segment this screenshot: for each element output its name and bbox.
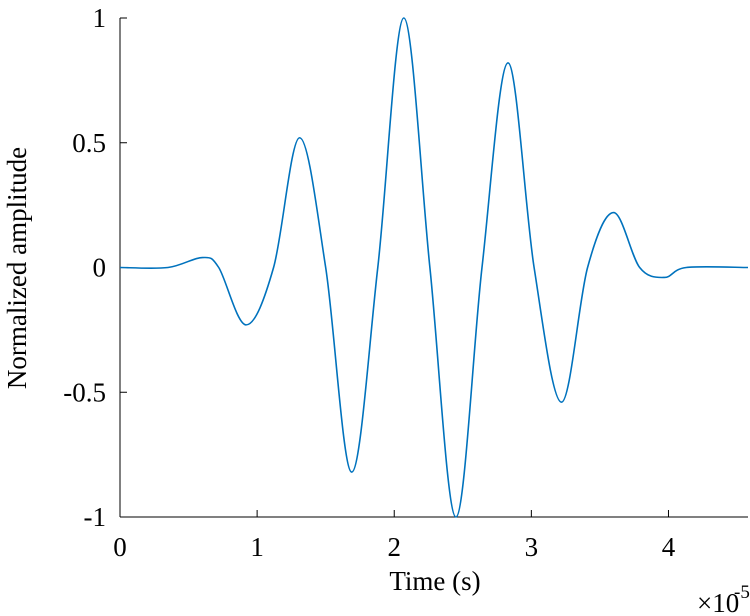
y-tick-label: -0.5 [63,377,106,407]
y-axis-label: Normalized amplitude [2,147,32,389]
y-tick-label: 1 [93,3,107,33]
x-tick-label: 3 [525,532,539,562]
x-tick-label: 2 [387,532,401,562]
y-tick-label: -1 [84,502,107,532]
x-axis-label: Time (s) [389,566,480,596]
x-scale-base: ×10 [697,588,739,616]
x-tick-label: 1 [250,532,264,562]
x-scale-exponent: -5 [734,582,750,603]
x-tick-label: 4 [662,532,676,562]
line-series [119,17,749,518]
x-tick-label: 0 [113,532,127,562]
y-tick-label: 0.5 [72,128,106,158]
y-tick-label: 0 [93,253,107,283]
